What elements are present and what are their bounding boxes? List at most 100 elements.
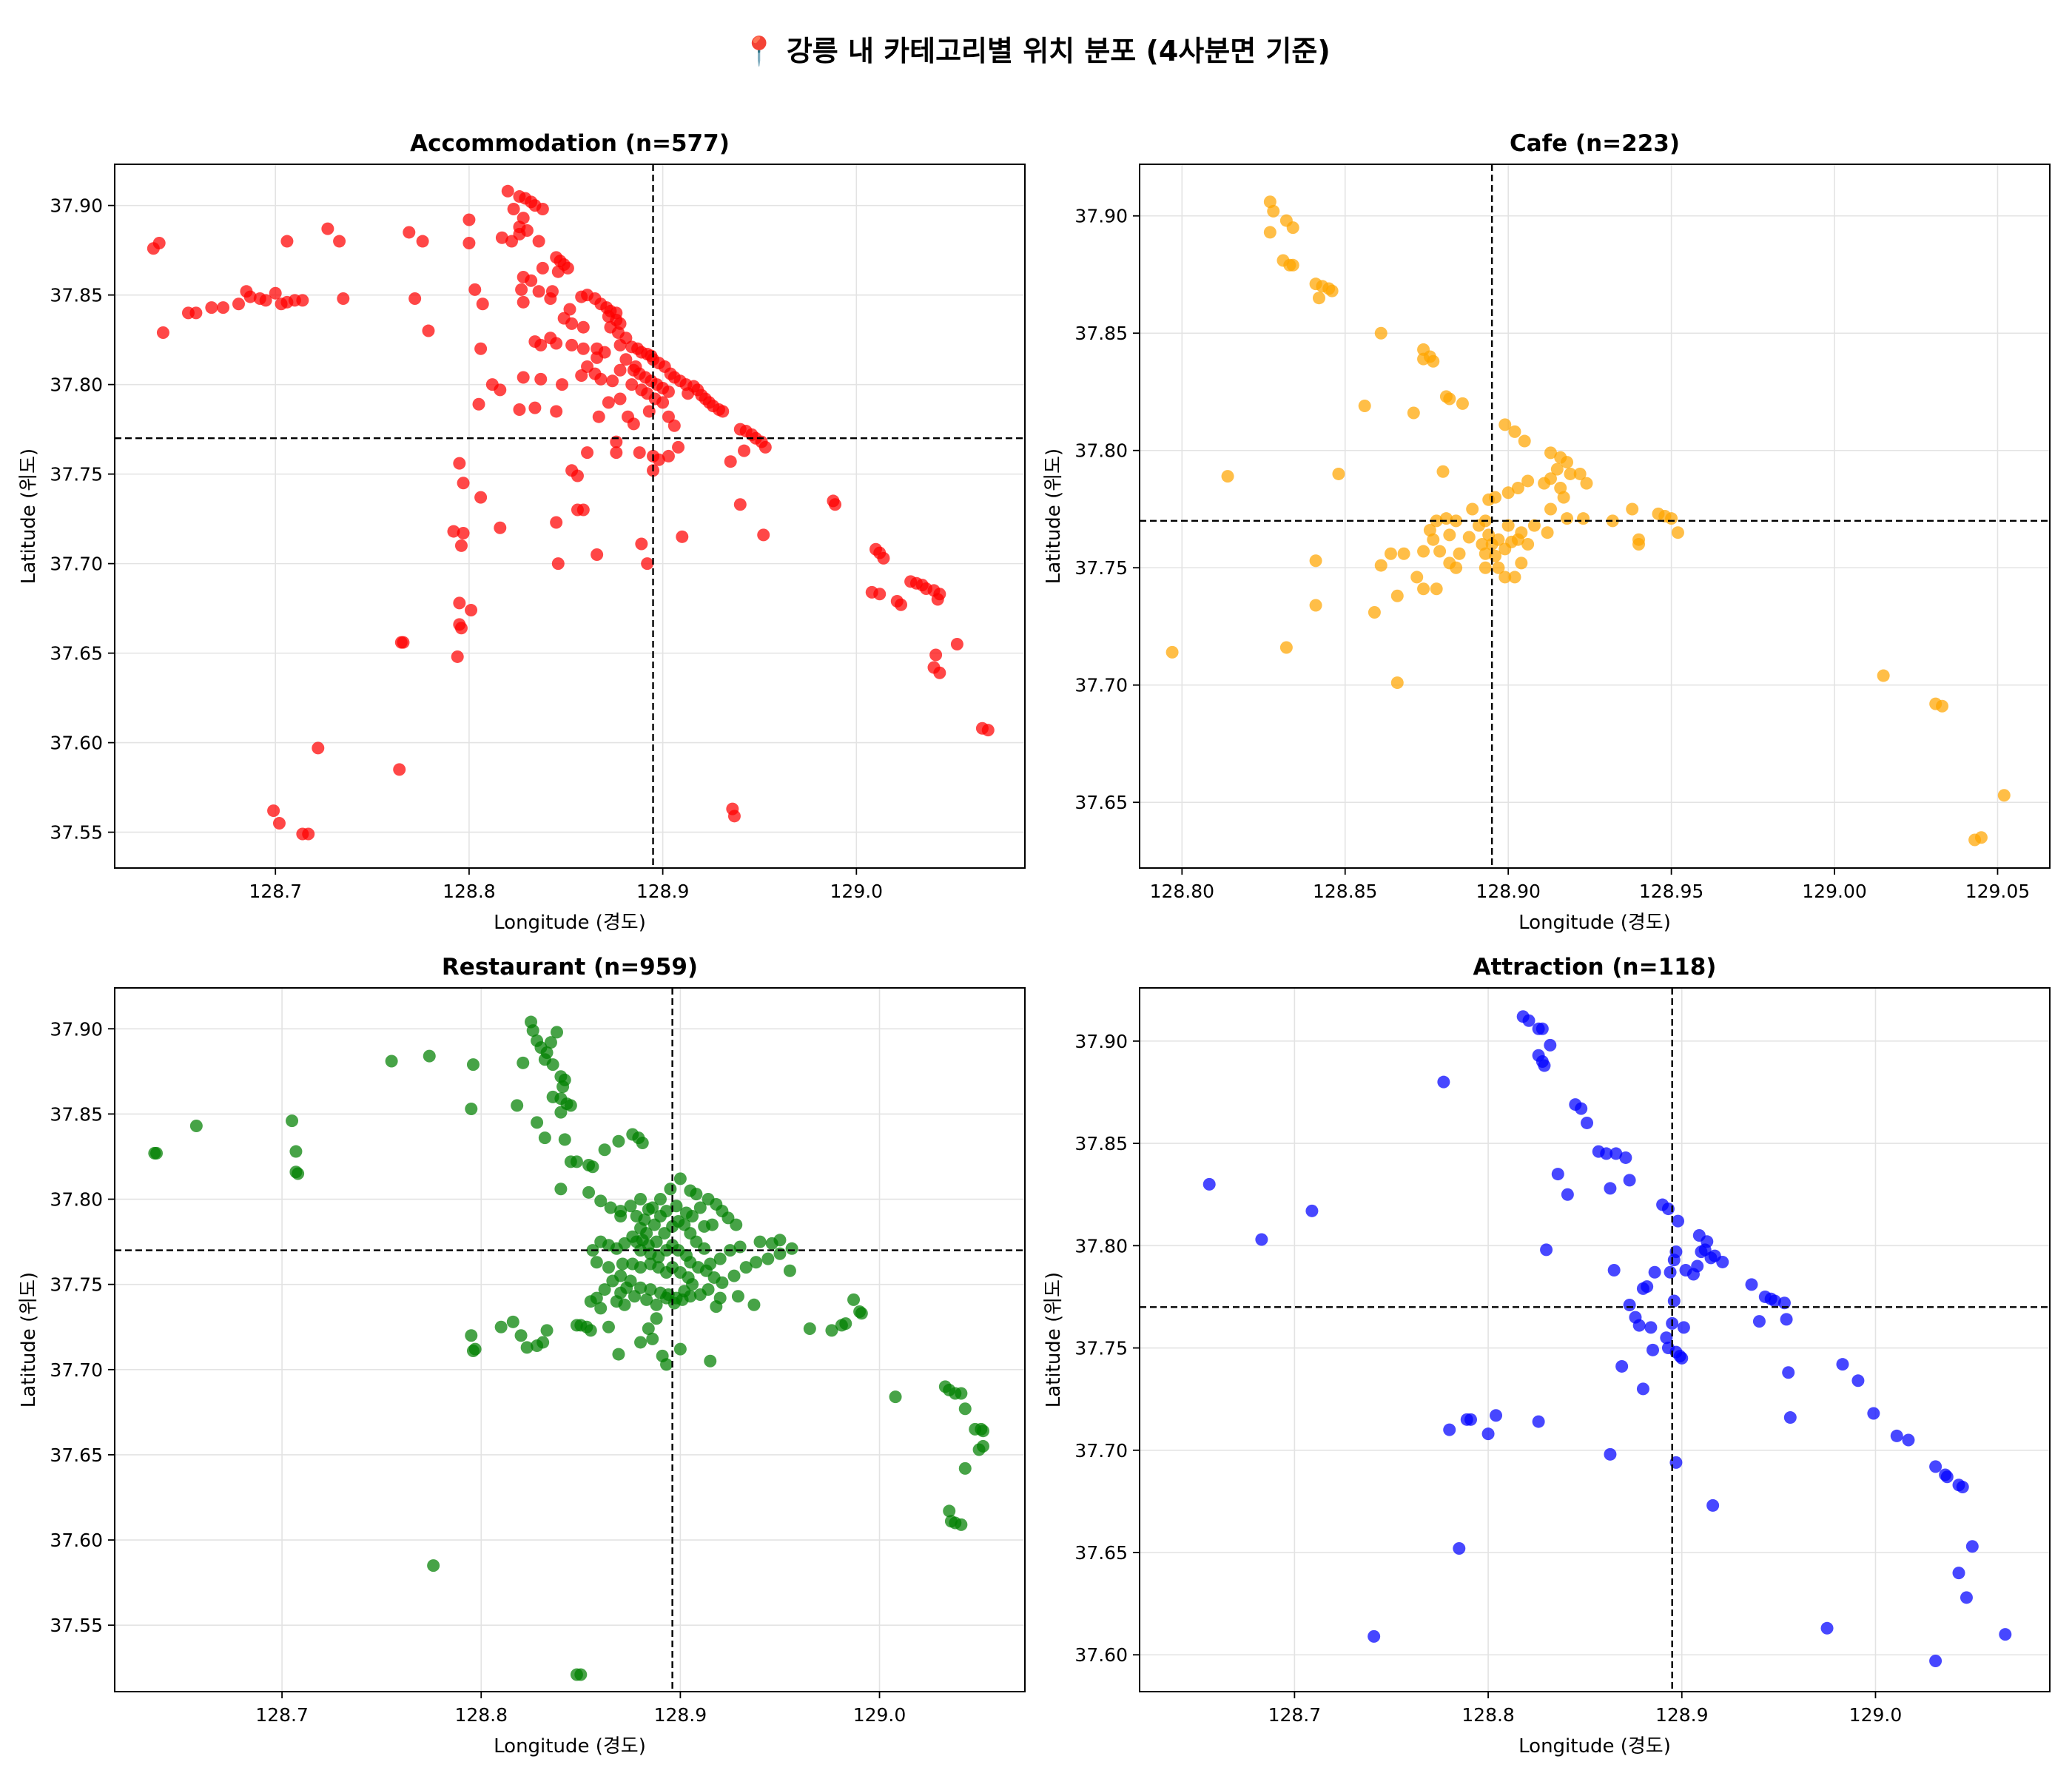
data-point bbox=[534, 372, 548, 386]
x-tick-label: 129.00 bbox=[1802, 881, 1866, 902]
data-point bbox=[652, 453, 665, 466]
data-point bbox=[1263, 226, 1276, 239]
data-point bbox=[1492, 561, 1505, 574]
data-point bbox=[286, 1114, 299, 1128]
data-point bbox=[1312, 292, 1325, 305]
data-point bbox=[672, 1214, 685, 1228]
data-point bbox=[454, 622, 468, 635]
y-tick-label: 37.80 bbox=[50, 1189, 103, 1211]
x-tick-label: 129.0 bbox=[1849, 1704, 1903, 1726]
data-point bbox=[526, 1024, 539, 1037]
y-tick-label: 37.85 bbox=[1074, 323, 1128, 344]
data-point bbox=[1410, 571, 1424, 584]
data-point bbox=[1508, 571, 1521, 584]
y-tick-label: 37.70 bbox=[50, 554, 103, 575]
data-point bbox=[644, 1247, 657, 1260]
panel-title: Accommodation (n=577) bbox=[410, 130, 730, 157]
data-point bbox=[534, 338, 548, 352]
data-point bbox=[453, 596, 466, 610]
data-point bbox=[727, 810, 741, 823]
data-point bbox=[546, 1058, 559, 1072]
data-point bbox=[462, 236, 476, 249]
data-point bbox=[641, 557, 654, 571]
data-point bbox=[624, 1200, 637, 1213]
data-point bbox=[1550, 462, 1564, 476]
data-point bbox=[1641, 1280, 1654, 1294]
data-point bbox=[457, 526, 470, 539]
data-point bbox=[1782, 1366, 1795, 1379]
data-point bbox=[1544, 1038, 1557, 1052]
data-point bbox=[272, 817, 286, 830]
data-point bbox=[877, 551, 890, 565]
data-point bbox=[476, 297, 489, 311]
data-point bbox=[855, 1307, 868, 1320]
data-point bbox=[1464, 1413, 1478, 1426]
data-point bbox=[598, 1283, 611, 1296]
data-point bbox=[1166, 645, 1179, 659]
data-point bbox=[591, 548, 604, 562]
data-point bbox=[1672, 1214, 1685, 1228]
data-point bbox=[1604, 1182, 1617, 1195]
data-point bbox=[747, 1298, 761, 1311]
data-point bbox=[517, 371, 530, 384]
data-point bbox=[847, 1293, 861, 1306]
data-point bbox=[662, 385, 675, 398]
data-point bbox=[517, 295, 530, 309]
data-point bbox=[1665, 512, 1678, 525]
data-point bbox=[889, 1390, 902, 1404]
data-point bbox=[1956, 1481, 1969, 1494]
y-tick-label: 37.90 bbox=[50, 1018, 103, 1040]
data-point bbox=[758, 440, 772, 454]
data-point bbox=[1783, 1411, 1797, 1424]
data-point bbox=[289, 1145, 303, 1158]
y-tick-label: 37.85 bbox=[1074, 1133, 1128, 1154]
data-point bbox=[1522, 1014, 1536, 1027]
data-point bbox=[1960, 1591, 1973, 1604]
data-point bbox=[650, 1312, 663, 1325]
data-point bbox=[423, 1049, 436, 1063]
axes-frame bbox=[1139, 164, 2051, 869]
data-point bbox=[704, 1354, 717, 1368]
data-point bbox=[408, 292, 422, 305]
data-point bbox=[773, 1234, 787, 1247]
panel-title: Restaurant (n=959) bbox=[442, 954, 698, 980]
data-point bbox=[576, 320, 590, 334]
x-tick-label: 128.9 bbox=[636, 881, 690, 902]
data-point bbox=[520, 1341, 534, 1354]
data-point bbox=[451, 650, 464, 663]
data-point bbox=[716, 405, 730, 418]
data-point bbox=[1255, 1233, 1268, 1246]
data-point bbox=[1561, 512, 1574, 525]
y-tick-label: 37.75 bbox=[50, 464, 103, 485]
x-tick-label: 128.85 bbox=[1313, 881, 1377, 902]
data-point bbox=[1646, 1343, 1660, 1356]
data-point bbox=[667, 419, 681, 432]
figure-title: 📍 강릉 내 카테고리별 위치 분포 (4사분면 기준) bbox=[741, 35, 1331, 67]
data-point bbox=[662, 410, 675, 423]
data-point bbox=[1940, 1470, 1954, 1484]
data-point bbox=[1476, 538, 1489, 551]
data-point bbox=[506, 1315, 519, 1328]
y-tick-label: 37.85 bbox=[50, 285, 103, 306]
data-point bbox=[494, 1320, 508, 1333]
y-tick-label: 37.70 bbox=[1074, 1440, 1128, 1462]
y-axis-label: Latitude (위도) bbox=[18, 448, 40, 584]
x-axis-label: Longitude (경도) bbox=[1518, 912, 1671, 934]
data-point bbox=[1538, 1059, 1551, 1072]
data-point bbox=[1890, 1429, 1903, 1442]
data-point bbox=[563, 303, 576, 316]
data-point bbox=[644, 1283, 657, 1296]
data-point bbox=[465, 604, 478, 617]
data-point bbox=[1648, 1265, 1661, 1279]
data-point bbox=[618, 1298, 631, 1311]
data-point bbox=[825, 1324, 838, 1337]
data-point bbox=[551, 557, 565, 571]
data-point bbox=[1479, 561, 1492, 574]
data-point bbox=[684, 1184, 697, 1197]
data-point bbox=[1851, 1374, 1865, 1388]
data-point bbox=[1374, 326, 1388, 340]
data-point bbox=[1279, 641, 1293, 654]
data-point bbox=[1309, 599, 1322, 612]
data-point bbox=[1644, 1321, 1658, 1334]
y-tick-label: 37.80 bbox=[1074, 1235, 1128, 1257]
